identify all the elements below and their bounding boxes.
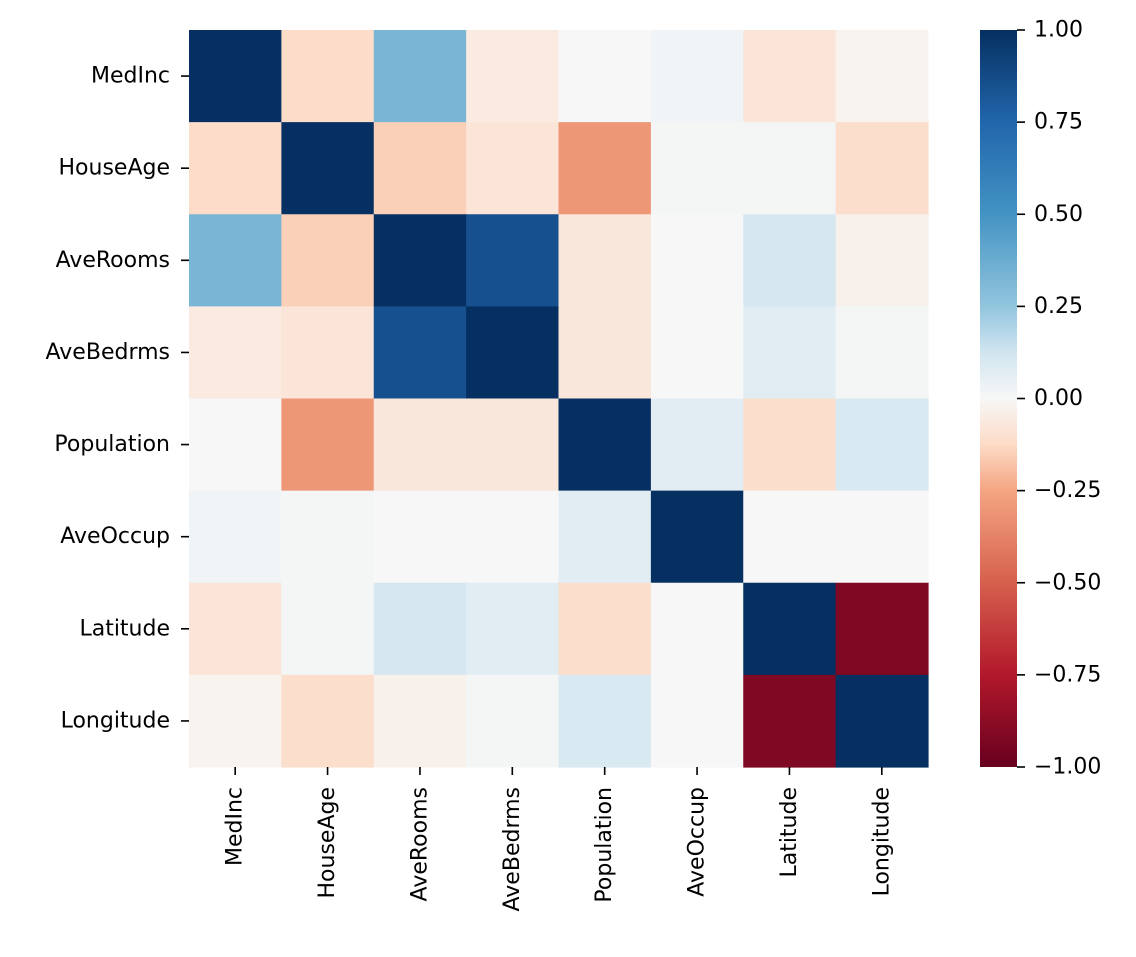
heatmap-cell-HouseAge-AveBedrms	[466, 122, 560, 215]
heatmap-cell-AveBedrms-AveOccup	[650, 306, 744, 400]
colorbar-tick-label: 0.50	[1034, 202, 1083, 227]
heatmap-cell-AveOccup-Longitude	[835, 490, 929, 584]
colorbar-bar	[980, 30, 1017, 767]
heatmap-cell-Latitude-MedInc	[189, 582, 282, 676]
heatmap-cell-MedInc-AveBedrms	[466, 30, 560, 123]
heatmap-cell-AveOccup-AveOccup	[650, 490, 744, 584]
heatmap-cell-Longitude-AveRooms	[373, 674, 467, 768]
colorbar-tick-label: 1.00	[1034, 18, 1083, 43]
colorbar-tick-label: −0.50	[1034, 570, 1101, 595]
heatmap-cell-AveOccup-AveRooms	[373, 490, 467, 584]
heatmap-cell-AveOccup-Latitude	[743, 490, 837, 584]
heatmap-cell-AveRooms-Population	[558, 214, 652, 307]
heatmap-cell-MedInc-Latitude	[743, 30, 837, 123]
heatmap-cell-Population-AveOccup	[650, 398, 744, 492]
heatmap-cell-AveRooms-Latitude	[743, 214, 837, 307]
colorbar: 1.00 0.75 0.50 0.25 0.00 −0.25 −0.50 −0.75 −1.00	[980, 18, 1101, 780]
heatmap-cell-Longitude-MedInc	[189, 674, 282, 768]
heatmap-cell-AveBedrms-Latitude	[743, 306, 837, 400]
heatmap-cell-HouseAge-Longitude	[835, 122, 929, 215]
heatmap-cell-Population-AveBedrms	[466, 398, 560, 492]
heatmap-cell-Latitude-Population	[558, 582, 652, 676]
heatmap-cell-Population-AveRooms	[373, 398, 467, 492]
heatmap-cell-Longitude-HouseAge	[281, 674, 375, 768]
heatmap-cell-Latitude-HouseAge	[281, 582, 375, 676]
heatmap-cell-MedInc-MedInc	[189, 30, 282, 123]
heatmap-cell-AveRooms-MedInc	[189, 214, 282, 307]
heatmap-cell-Latitude-Latitude	[743, 582, 837, 676]
heatmap-cell-Population-HouseAge	[281, 398, 375, 492]
heatmap-cell-Longitude-AveBedrms	[466, 674, 560, 768]
heatmap-cell-AveRooms-Longitude	[835, 214, 929, 307]
colorbar-tick-label: −0.75	[1034, 662, 1101, 687]
heatmap-cell-AveBedrms-Population	[558, 306, 652, 400]
heatmap-cell-AveBedrms-MedInc	[189, 306, 282, 400]
heatmap-cell-MedInc-Longitude	[835, 30, 929, 123]
x-tick-label: AveOccup	[685, 787, 710, 897]
heatmap-cell-Longitude-AveOccup	[650, 674, 744, 768]
colorbar-tick-label: 0.25	[1034, 294, 1083, 319]
heatmap-cell-AveOccup-MedInc	[189, 490, 282, 584]
colorbar-tick-label: −0.25	[1034, 478, 1101, 503]
heatmap-cell-HouseAge-AveOccup	[650, 122, 744, 215]
x-tick-label: AveRooms	[407, 787, 432, 901]
heatmap-cell-Latitude-AveOccup	[650, 582, 744, 676]
heatmap-cell-Latitude-AveRooms	[373, 582, 467, 676]
heatmap-cell-Population-Population	[558, 398, 652, 492]
heatmap-cell-MedInc-AveRooms	[373, 30, 467, 123]
colorbar-ticks: 1.00 0.75 0.50 0.25 0.00 −0.25 −0.50 −0.75 −1.00	[1017, 18, 1101, 780]
colorbar-tick-label: 0.00	[1034, 386, 1083, 411]
y-tick-label: MedInc	[91, 64, 170, 89]
heatmap-cell-AveBedrms-Longitude	[835, 306, 929, 400]
heatmap-cell-MedInc-HouseAge	[281, 30, 375, 123]
x-axis: MedInc HouseAge AveRooms AveBedrms Populatio…	[223, 767, 894, 911]
heatmap-cell-AveBedrms-AveRooms	[373, 306, 467, 400]
heatmap-cell-HouseAge-MedInc	[189, 122, 282, 215]
heatmap-cell-AveRooms-HouseAge	[281, 214, 375, 307]
heatmap-cell-AveOccup-HouseAge	[281, 490, 375, 584]
x-tick-label: Longitude	[869, 787, 894, 896]
heatmap-cell-HouseAge-Population	[558, 122, 652, 215]
y-tick-label: Longitude	[61, 708, 170, 733]
x-tick-label: Population	[592, 787, 617, 903]
x-tick-label: MedInc	[223, 787, 248, 866]
heatmap-cell-AveRooms-AveBedrms	[466, 214, 560, 307]
y-tick-label: AveRooms	[56, 248, 170, 273]
heatmap-cells	[189, 30, 929, 768]
heatmap-cell-Population-Longitude	[835, 398, 929, 492]
heatmap-cell-AveBedrms-AveBedrms	[466, 306, 560, 400]
y-tick-label: AveOccup	[60, 524, 170, 549]
heatmap-cell-Longitude-Longitude	[835, 674, 929, 768]
heatmap-cell-AveRooms-AveRooms	[373, 214, 467, 307]
heatmap-cell-AveOccup-AveBedrms	[466, 490, 560, 584]
colorbar-tick-label: −1.00	[1034, 755, 1101, 780]
heatmap-cell-Latitude-AveBedrms	[466, 582, 560, 676]
y-tick-label: AveBedrms	[46, 340, 170, 365]
heatmap-cell-AveBedrms-HouseAge	[281, 306, 375, 400]
heatmap-cell-AveRooms-AveOccup	[650, 214, 744, 307]
heatmap-cell-HouseAge-Latitude	[743, 122, 837, 215]
x-tick-label: Latitude	[777, 787, 802, 878]
heatmap-cell-Population-MedInc	[189, 398, 282, 492]
heatmap-cell-Longitude-Latitude	[743, 674, 837, 768]
x-tick-label: AveBedrms	[500, 787, 525, 911]
y-tick-label: Population	[54, 432, 170, 457]
heatmap-cell-Latitude-Longitude	[835, 582, 929, 676]
x-tick-label: HouseAge	[315, 787, 340, 899]
heatmap-cell-Longitude-Population	[558, 674, 652, 768]
y-tick-label: Latitude	[79, 616, 170, 641]
colorbar-tick-label: 0.75	[1034, 110, 1083, 135]
heatmap-cell-HouseAge-AveRooms	[373, 122, 467, 215]
heatmap-cell-MedInc-Population	[558, 30, 652, 123]
heatmap-cell-MedInc-AveOccup	[650, 30, 744, 123]
y-tick-label: HouseAge	[59, 156, 171, 181]
heatmap-cell-Population-Latitude	[743, 398, 837, 492]
heatmap-cell-AveOccup-Population	[558, 490, 652, 584]
y-axis: MedInc HouseAge AveRooms AveBedrms Populatio…	[46, 64, 189, 733]
heatmap-cell-HouseAge-HouseAge	[281, 122, 375, 215]
